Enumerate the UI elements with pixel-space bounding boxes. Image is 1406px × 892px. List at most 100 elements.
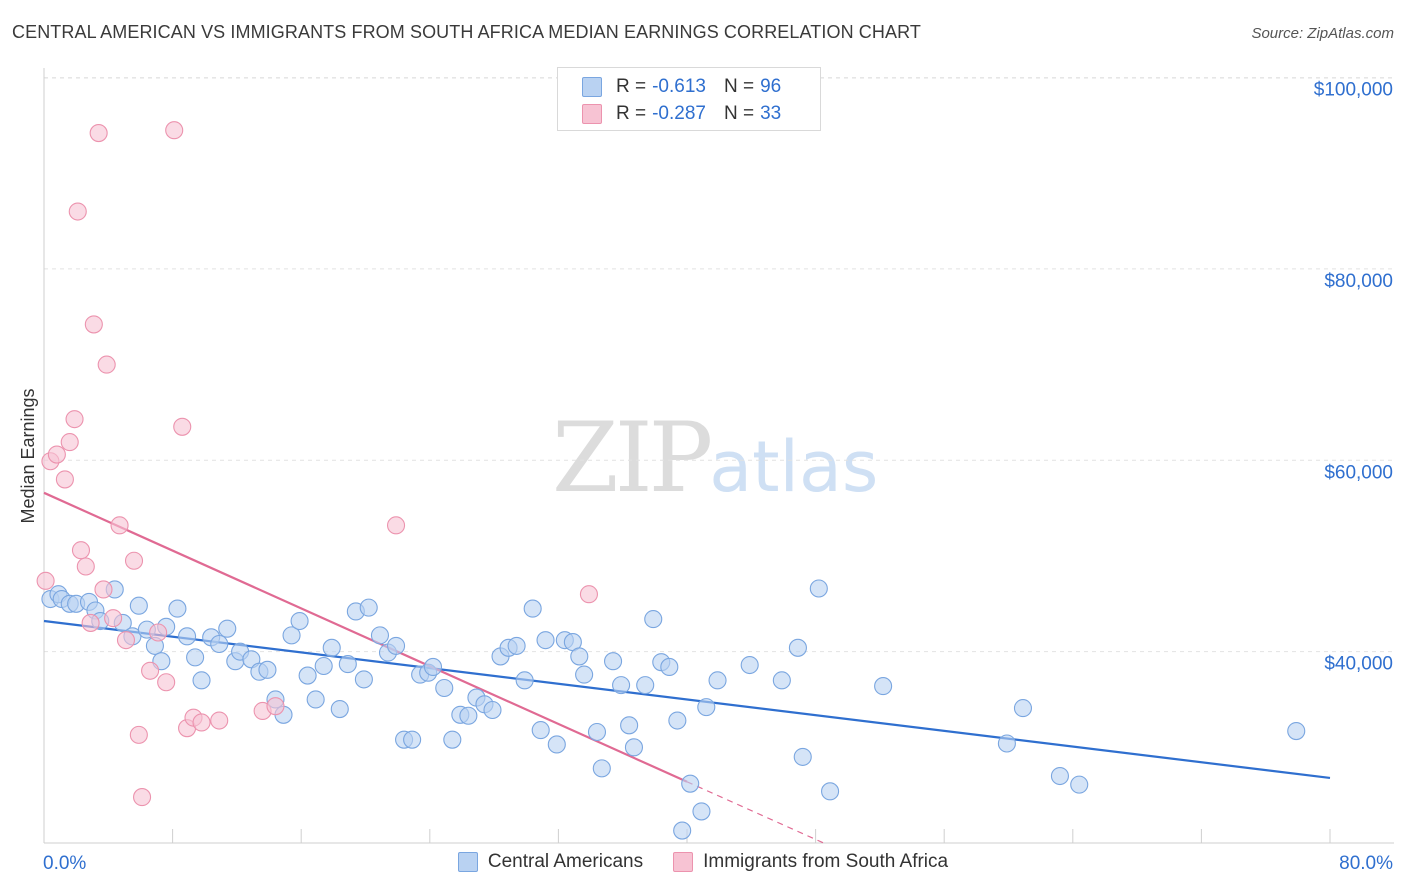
- y-tick-label: $60,000: [1324, 462, 1393, 483]
- legend-n-label: N =: [723, 76, 755, 97]
- point-central-american: [330, 699, 349, 719]
- point-central-american: [507, 636, 526, 655]
- point-south-africa: [173, 417, 192, 436]
- point-south-africa: [81, 613, 100, 632]
- point-central-american: [620, 716, 639, 735]
- point-south-africa: [68, 202, 87, 221]
- point-central-american: [644, 610, 663, 629]
- point-central-american: [403, 730, 422, 749]
- point-south-africa: [124, 551, 144, 570]
- point-central-american: [523, 599, 542, 618]
- point-central-american: [536, 631, 555, 650]
- point-central-american: [697, 698, 716, 717]
- point-central-american: [692, 802, 711, 821]
- legend-swatch-blue: [457, 852, 478, 872]
- y-tick-label: $80,000: [1324, 271, 1393, 292]
- point-central-american: [168, 599, 187, 618]
- point-south-africa: [89, 124, 108, 143]
- point-south-africa: [165, 121, 184, 140]
- point-south-africa: [65, 410, 84, 429]
- point-central-american: [575, 665, 594, 684]
- point-south-africa: [76, 557, 95, 576]
- point-south-africa: [579, 585, 598, 604]
- point-south-africa: [386, 516, 406, 535]
- legend-r-value: -0.613: [652, 76, 706, 97]
- point-south-africa: [55, 470, 74, 489]
- point-central-american: [435, 678, 454, 698]
- y-axis-label: Median Earnings: [18, 388, 38, 523]
- legend-item-south-africa: Immigrants from South Africa: [673, 851, 948, 873]
- point-central-american: [1013, 699, 1033, 718]
- point-central-american: [218, 619, 237, 638]
- point-central-american: [515, 671, 534, 690]
- point-central-american: [788, 638, 807, 657]
- point-south-africa: [110, 516, 129, 535]
- watermark-zip: ZIP: [552, 402, 713, 514]
- point-central-american: [338, 655, 357, 674]
- point-central-american: [809, 579, 828, 598]
- point-central-american: [668, 711, 687, 730]
- point-central-american: [322, 638, 341, 657]
- point-south-africa: [266, 697, 285, 716]
- point-central-american: [290, 611, 309, 631]
- trend-lines: [43, 491, 1331, 844]
- point-central-american: [1050, 766, 1069, 786]
- point-central-american: [258, 660, 277, 679]
- point-central-american: [386, 636, 406, 655]
- point-central-american: [1070, 775, 1089, 794]
- point-central-american: [570, 647, 589, 666]
- point-central-american: [354, 670, 373, 689]
- point-central-american: [443, 730, 462, 749]
- point-south-africa: [129, 725, 148, 744]
- legend-n-label: N =: [723, 103, 755, 124]
- y-tick-label: $100,000: [1314, 80, 1393, 101]
- point-south-africa: [60, 433, 79, 452]
- point-central-american: [186, 648, 205, 667]
- point-south-africa: [94, 580, 113, 599]
- legend-swatch-pink: [582, 104, 602, 124]
- point-south-africa: [71, 541, 91, 560]
- point-central-american: [192, 671, 211, 690]
- point-south-africa: [149, 623, 168, 642]
- point-central-american: [793, 747, 812, 766]
- point-central-american: [874, 677, 893, 696]
- tick-labels: $40,000 $60,000 $80,000 $100,000 0.0% 80.0% Me…: [18, 80, 1393, 874]
- legend-label-central-americans: Central Americans: [487, 851, 644, 872]
- chart-title: CENTRAL AMERICAN VS IMMIGRANTS FROM SOUT…: [12, 22, 921, 42]
- legend-n-value: 33: [760, 103, 782, 124]
- point-central-american: [370, 626, 390, 645]
- point-central-american: [636, 676, 655, 695]
- point-south-africa: [192, 713, 211, 732]
- x-tick-label: 0.0%: [43, 853, 86, 874]
- point-central-american: [459, 706, 478, 725]
- point-central-american: [673, 821, 692, 840]
- point-central-american: [681, 774, 700, 793]
- point-central-american: [592, 759, 611, 778]
- point-central-american: [359, 598, 378, 617]
- watermark-atlas: atlas: [709, 426, 879, 508]
- point-south-africa: [47, 445, 66, 464]
- trend-line-south-africa-extension: [686, 781, 824, 844]
- legend-item-central-americans: Central Americans: [457, 851, 644, 873]
- x-tick-label: 80.0%: [1339, 853, 1393, 874]
- point-central-american: [587, 722, 607, 742]
- legend-n-value: 96: [760, 76, 782, 97]
- point-central-american: [604, 652, 623, 671]
- point-central-american: [708, 671, 727, 690]
- point-south-africa: [84, 315, 103, 334]
- legend-r-value: -0.287: [652, 103, 706, 124]
- point-central-american: [531, 721, 550, 740]
- point-central-american: [314, 656, 333, 676]
- legend-swatch-blue: [582, 77, 602, 97]
- source-label: Source: ZipAtlas.com: [1251, 25, 1394, 42]
- point-central-american: [298, 666, 317, 685]
- point-central-american: [821, 782, 840, 801]
- series-legend: Central Americans Immigrants from South …: [0, 851, 1406, 873]
- point-central-american: [740, 655, 759, 675]
- trend-line-south-africa: [43, 491, 688, 783]
- watermark: ZIPatlas: [552, 402, 878, 514]
- data-points: [36, 121, 1306, 840]
- legend-r-label: R =: [616, 76, 647, 97]
- y-tick-label: $40,000: [1324, 654, 1393, 675]
